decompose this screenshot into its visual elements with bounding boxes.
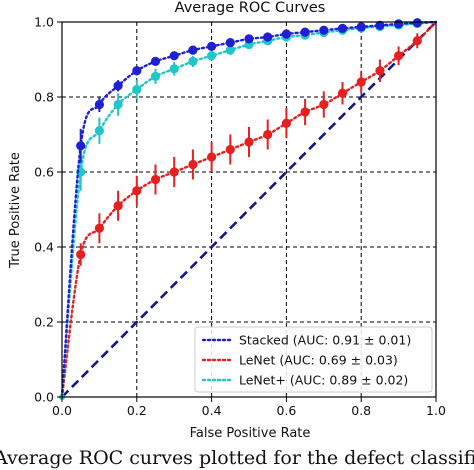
data-point	[356, 77, 366, 87]
data-point	[225, 38, 235, 48]
data-point	[263, 32, 273, 42]
legend-entry: Stacked (AUC: 0.91 ± 0.01)	[239, 333, 411, 348]
data-point	[94, 223, 104, 233]
data-point	[113, 99, 123, 110]
data-point	[244, 34, 254, 44]
x-tick-label: 0.4	[202, 403, 222, 418]
data-point	[94, 126, 104, 136]
axis-ticks: 0.0 0.2 0.4 0.6 0.8 1.0 0.0 0.2 0.4 0.6 0.8 1.0	[34, 15, 446, 419]
plot-frame	[61, 21, 437, 398]
y-axis-label: True Positive Rate	[8, 152, 23, 269]
x-tick-label: 0.8	[351, 403, 371, 418]
data-point	[207, 152, 217, 162]
data-point	[132, 186, 142, 196]
data-point	[375, 20, 385, 30]
x-axis-label: False Positive Rate	[190, 426, 311, 441]
chance-diagonal-line	[61, 21, 437, 398]
data-point	[188, 56, 198, 66]
y-tick-label: 0.4	[34, 240, 54, 255]
data-point	[169, 51, 179, 61]
data-point	[300, 27, 310, 37]
data-point	[263, 129, 273, 140]
data-point	[356, 22, 366, 32]
data-point	[188, 159, 198, 170]
legend-entry: LeNet (AUC: 0.69 ± 0.03)	[239, 353, 398, 368]
data-point	[76, 249, 86, 260]
y-tick-label: 0.0	[34, 390, 54, 405]
data-point	[150, 71, 161, 81]
figure-caption: Average ROC curves plotted for the defec…	[0, 447, 474, 469]
y-tick-label: 0.6	[34, 165, 54, 180]
data-point	[412, 36, 422, 46]
data-point	[337, 88, 348, 98]
series-2	[60, 20, 438, 399]
y-tick-label: 0.2	[34, 315, 54, 330]
y-tick-label: 0.8	[34, 90, 54, 105]
data-point	[319, 25, 329, 35]
y-tick-label: 1.0	[34, 15, 54, 30]
data-point	[94, 99, 104, 110]
data-point	[207, 41, 217, 51]
data-point	[132, 84, 142, 95]
legend-box	[194, 326, 433, 393]
data-point	[337, 23, 348, 33]
legend: Stacked (AUC: 0.91 ± 0.01) LeNet (AUC: 0.…	[194, 326, 433, 393]
x-tick-label: 1.0	[426, 403, 446, 418]
legend-entry: LeNet+ (AUC: 0.89 ± 0.02)	[239, 373, 408, 388]
data-point	[169, 167, 179, 177]
chart-title: Average ROC Curves	[175, 0, 326, 16]
series-1	[60, 18, 438, 399]
series-layer	[59, 18, 438, 400]
data-point	[169, 64, 179, 74]
data-point	[375, 66, 385, 76]
data-point	[150, 56, 161, 66]
data-point	[132, 66, 142, 76]
data-point	[225, 45, 235, 55]
data-point	[281, 118, 291, 128]
data-point	[150, 174, 161, 185]
x-tick-label: 0.6	[276, 403, 296, 418]
data-point	[394, 51, 404, 61]
data-point	[113, 81, 123, 91]
data-point	[319, 99, 329, 110]
x-tick-label: 0.2	[127, 403, 147, 418]
data-point	[394, 19, 404, 29]
x-tick-label: 0.0	[52, 403, 72, 418]
data-point	[281, 29, 291, 39]
data-point	[300, 107, 310, 117]
data-point	[76, 141, 86, 151]
data-point	[225, 144, 235, 155]
roc-chart: Average ROC Curves 0.0 0.2 0.4 0.6 0.8 1.00.0…	[8, 0, 446, 441]
data-point	[188, 45, 198, 55]
data-point	[113, 201, 123, 211]
data-point	[207, 51, 217, 61]
series-line	[60, 20, 438, 399]
data-point	[412, 18, 422, 28]
data-point	[244, 137, 254, 147]
